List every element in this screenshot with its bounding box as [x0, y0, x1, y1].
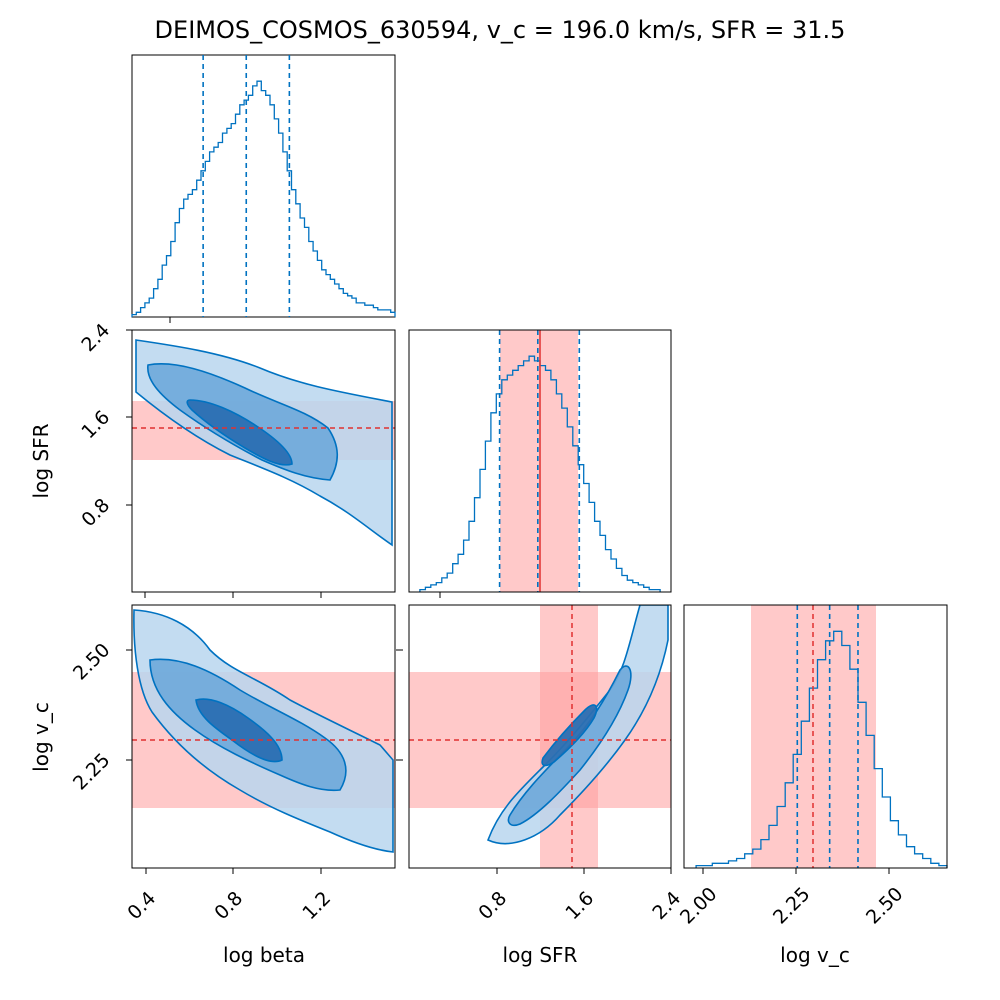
panel-vc-hist: 2.00 2.25 2.50 log v_c [676, 604, 948, 967]
x-tick-label: 2.50 [862, 883, 907, 928]
x-tick-label: 2.25 [769, 883, 814, 928]
panel-frame [131, 604, 396, 869]
panel-vc-vs-sfr: 0.8 1.6 2.4 log SFR [396, 604, 685, 967]
panel-beta-hist [131, 54, 396, 323]
panel-vc-vs-beta: 2.50 2.25 0.4 0.8 1.2 log v_c log beta [29, 604, 396, 967]
beta-quantile-lines [202, 55, 291, 317]
x-tick-label: 2.00 [676, 883, 721, 928]
y-tick-label: 1.6 [77, 406, 114, 443]
beta-histogram-line [131, 80, 396, 317]
vc-quantile-lines [796, 605, 859, 868]
x-tick-label: 2.4 [648, 887, 685, 924]
sfr-quantile-lines [498, 330, 581, 592]
panel-frame [131, 329, 396, 593]
y-tick-label: 0.8 [77, 494, 114, 531]
panel-sfr-vs-beta: 2.4 1.6 0.8 log SFR [29, 319, 396, 598]
panel-frame [683, 604, 948, 869]
y-tick-label: 2.25 [69, 749, 114, 794]
panel-sfr-hist [408, 329, 672, 598]
x-axis-label-log-sfr: log SFR [503, 943, 578, 967]
x-axis-label-log-beta: log beta [223, 943, 305, 967]
figure-title: DEIMOS_COSMOS_630594, v_c = 196.0 km/s, … [155, 16, 846, 44]
x-axis-label-log-vc: log v_c [780, 943, 850, 967]
x-tick-label: 0.8 [210, 887, 247, 924]
truth-band-vertical [500, 330, 578, 592]
x-tick-label: 0.4 [123, 887, 160, 924]
y-axis-label-log-sfr: log SFR [29, 423, 53, 498]
vc-histogram-line [695, 630, 948, 868]
contour-inner [195, 698, 283, 763]
y-tick-label: 2.4 [77, 319, 114, 356]
contour-inner [186, 399, 293, 466]
panel-frame [408, 604, 672, 869]
panel-frame [131, 54, 396, 318]
y-axis-label-log-vc: log v_c [29, 702, 53, 772]
x-tick-label: 1.6 [561, 887, 598, 924]
y-tick-label: 2.50 [69, 639, 114, 684]
x-tick-label: 1.2 [298, 887, 335, 924]
panel-frame [408, 329, 672, 593]
x-tick-label: 0.8 [474, 887, 511, 924]
